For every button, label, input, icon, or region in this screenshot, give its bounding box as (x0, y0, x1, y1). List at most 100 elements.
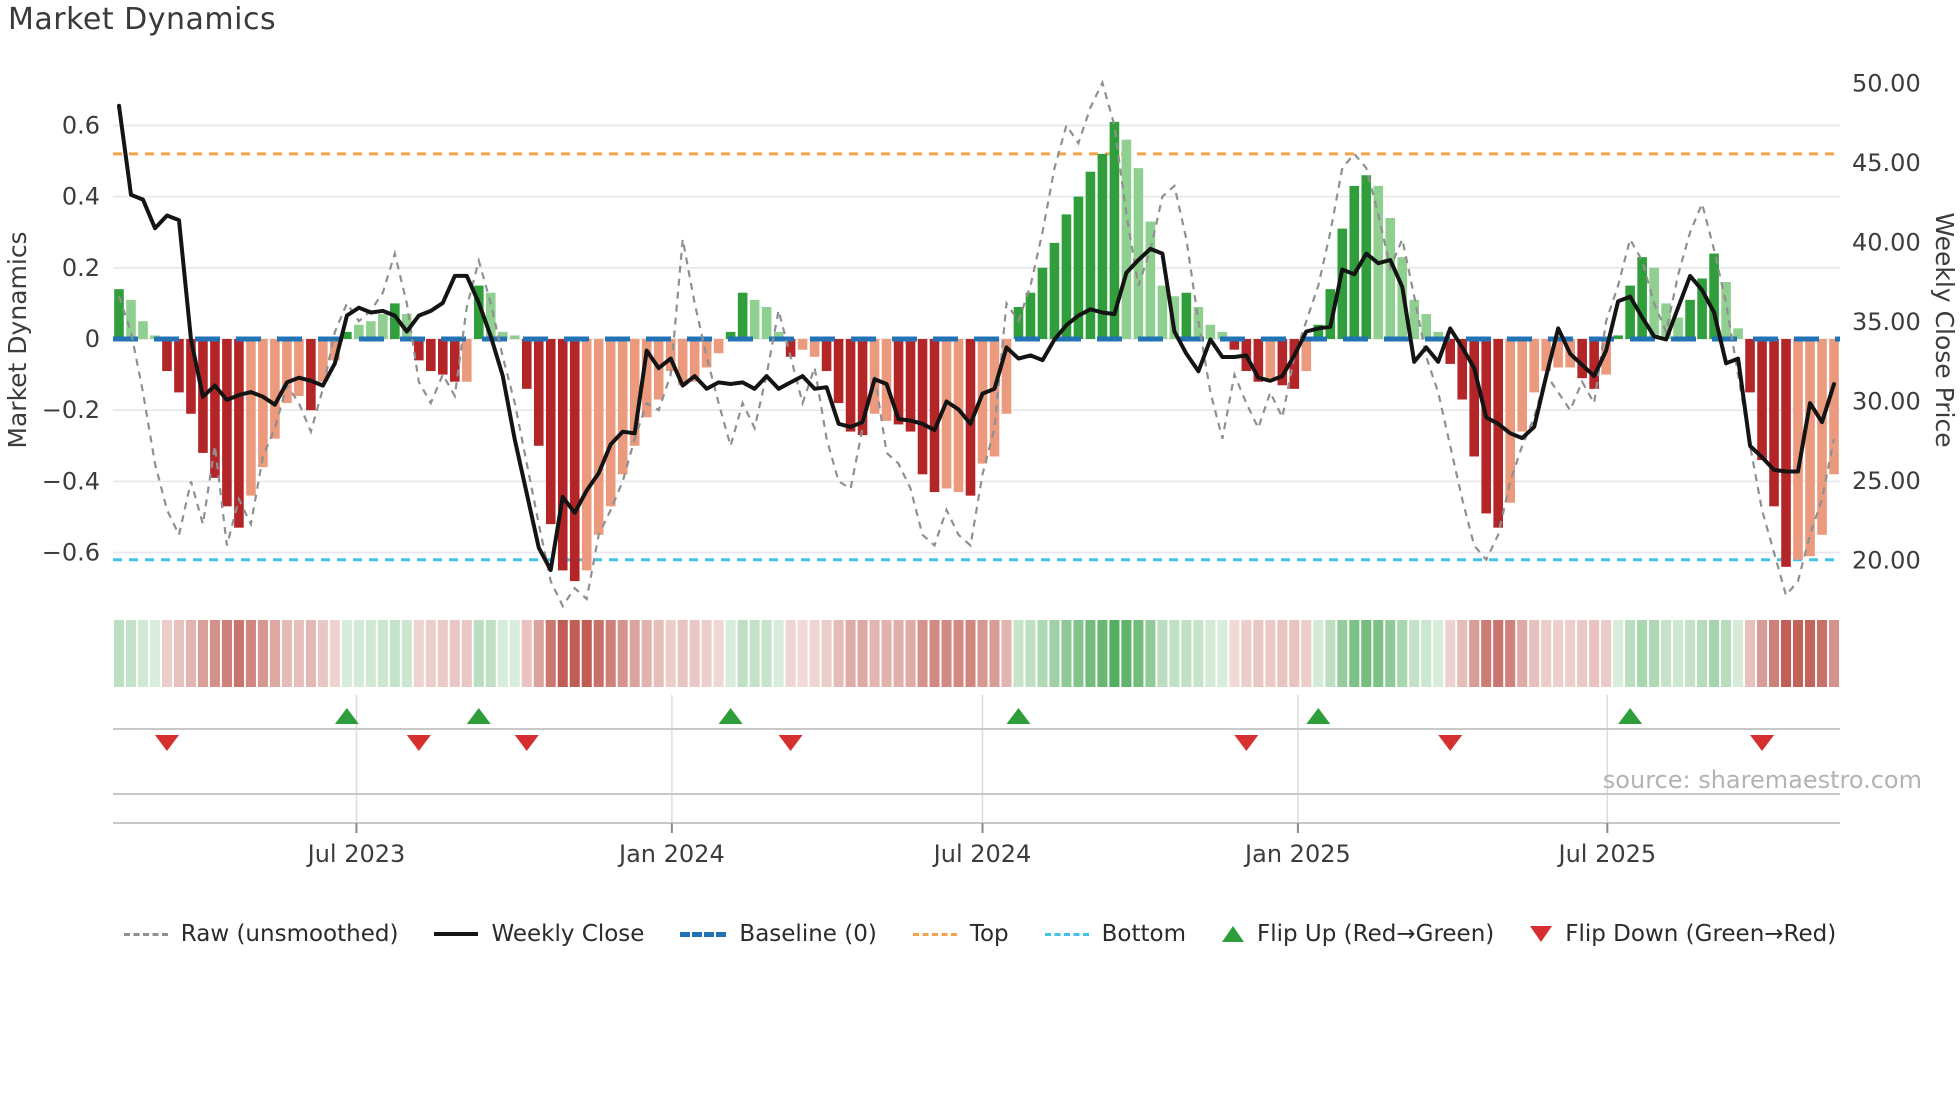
heatmap-cell (1325, 620, 1336, 687)
heatmap-cell (401, 620, 412, 687)
heatmap-cell (1721, 620, 1732, 687)
oscillator-bar (210, 339, 220, 478)
heatmap-cell (209, 620, 220, 687)
heatmap-cell (665, 620, 676, 687)
heatmap-cell (1828, 620, 1840, 687)
heatmap-cell (1385, 620, 1396, 687)
heatmap-cell (1217, 620, 1228, 687)
heatmap-cell (1433, 620, 1444, 687)
heatmap-cell (833, 620, 844, 687)
oscillator-bar (246, 339, 256, 496)
oscillator-bar (1289, 339, 1300, 389)
legend-label: Baseline (0) (739, 921, 877, 947)
chart-title: Market Dynamics (8, 2, 277, 37)
oscillator-bar (1001, 339, 1012, 414)
oscillator-bar (1073, 196, 1084, 339)
heatmap-cell (269, 620, 280, 687)
oscillator-bar (1325, 289, 1336, 339)
heatmap-cell (353, 620, 364, 687)
oscillator-bar (485, 292, 496, 339)
heatmap-cell (113, 620, 125, 687)
oscillator-bar (258, 339, 268, 468)
heatmap-cell (965, 620, 976, 687)
oscillator-bar (905, 339, 916, 432)
heatmap-cell (557, 620, 568, 687)
heatmap-cell (281, 620, 292, 687)
flip-down-marker (1750, 735, 1775, 751)
heatmap-cell (245, 620, 256, 687)
heatmap-cell (1493, 620, 1504, 687)
oscillator-bar (1709, 253, 1719, 339)
oscillator-bar (1757, 339, 1767, 461)
oscillator-bar (641, 339, 652, 418)
oscillator-bar (1217, 331, 1228, 339)
flip-up-marker (1618, 708, 1643, 724)
heatmap-cell (1745, 620, 1756, 687)
heatmap-cell (713, 620, 724, 687)
heatmap-cell (785, 620, 796, 687)
heatmap-cell (1445, 620, 1456, 687)
oscillator-bar (1589, 339, 1599, 389)
heatmap-cell (1601, 620, 1612, 687)
oscillator-bar (1205, 324, 1216, 339)
heatmap-cell (1541, 620, 1552, 687)
legend-label: Flip Down (Green→Red) (1565, 921, 1837, 947)
heatmap-cell (749, 620, 760, 687)
heatmap-cell (893, 620, 904, 687)
oscillator-bar (1493, 339, 1503, 528)
flip-down-marker (1438, 735, 1463, 751)
heatmap-cell (461, 620, 472, 687)
oscillator-bar (617, 339, 628, 475)
heatmap-cell (521, 620, 532, 687)
oscillator-bar (725, 331, 736, 339)
heatmap-cell (1097, 620, 1108, 687)
oscillator-bar (1781, 339, 1791, 567)
heatmap-cell (1361, 620, 1372, 687)
oscillator-bar (354, 324, 364, 339)
heatmap-cell (1061, 620, 1072, 687)
heatmap-cell (533, 620, 544, 687)
heatmap-cell (1301, 620, 1312, 687)
heatmap-cell (1673, 620, 1684, 687)
oscillator-bar (941, 339, 952, 489)
oscillator-bar (1133, 168, 1144, 339)
oscillator-bar (1517, 339, 1527, 432)
heatmap-cell (1685, 620, 1696, 687)
heatmap-cell (725, 620, 736, 687)
heatmap-cell (377, 620, 388, 687)
oscillator-bar (306, 339, 316, 411)
heatmap-cell (653, 620, 664, 687)
heatmap-cell (1397, 620, 1408, 687)
oscillator-bar (1277, 339, 1288, 386)
heatmap-cell (1229, 620, 1240, 687)
flip-down-marker (154, 735, 179, 751)
oscillator-bar (1085, 171, 1096, 339)
oscillator-bar (126, 299, 136, 339)
heatmap-cell (1589, 620, 1600, 687)
heatmap-cell (773, 620, 784, 687)
oscillator-bar (1613, 335, 1623, 339)
weekly-close-line (117, 103, 1836, 572)
heatmap-cell (1337, 620, 1348, 687)
flip-up-marker (466, 708, 491, 724)
oscillator-bar (1421, 314, 1432, 339)
oscillator-bar (414, 339, 424, 361)
heatmap-cell (1709, 620, 1720, 687)
oscillator-bar (737, 292, 748, 339)
oscillator-bar (270, 339, 280, 439)
oscillator-bar (965, 339, 976, 496)
oscillator-bar (629, 339, 640, 446)
oscillator-bar (1433, 331, 1444, 339)
right-tick-label: 25.00 (1852, 467, 1921, 495)
oscillator-bar (114, 289, 124, 339)
heatmap-cell (809, 620, 820, 687)
oscillator-bar (533, 339, 544, 446)
oscillator-bar (797, 339, 808, 350)
heatmap-cell (545, 620, 556, 687)
heatmap-cell (1013, 620, 1024, 687)
oscillator-bar (1265, 339, 1276, 379)
heatmap-cell (1037, 620, 1048, 687)
heatmap-cell (413, 620, 424, 687)
heatmap-cell (989, 620, 1000, 687)
